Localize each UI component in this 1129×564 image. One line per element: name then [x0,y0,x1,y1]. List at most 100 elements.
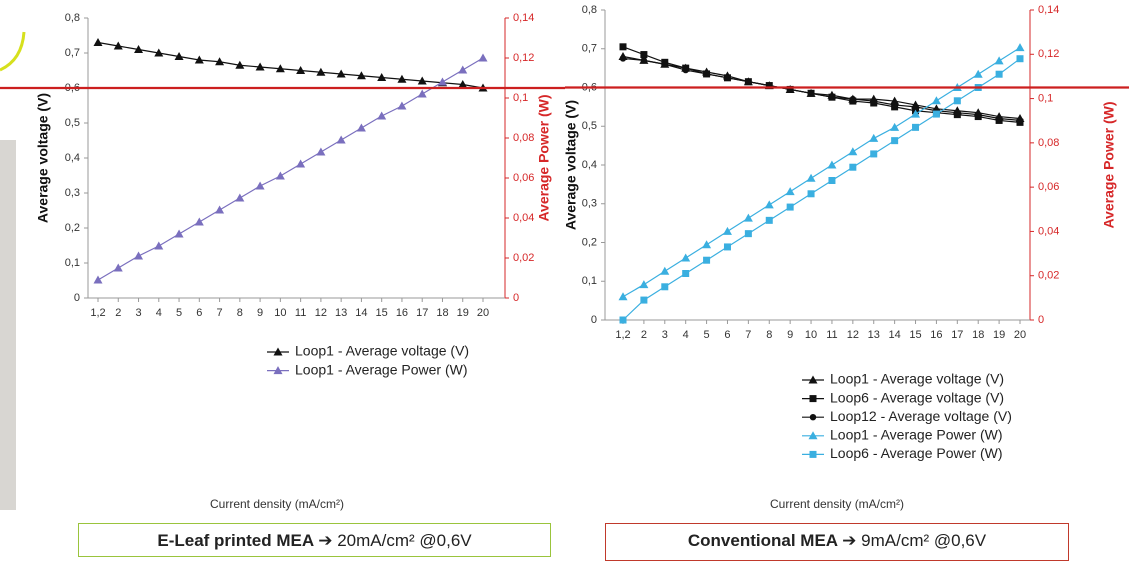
y-tick-label: 0,8 [65,12,80,24]
x-tick-label: 2 [115,307,121,319]
x-tick-label: 13 [868,329,880,341]
x-tick-label: 11 [826,329,837,341]
y2-tick-label: 0,1 [1038,92,1053,104]
y2-tick-label: 0,1 [513,92,528,104]
x-tick-label: 18 [972,329,984,341]
data-point [458,66,467,74]
x-tick-label: 12 [315,307,327,319]
x-tick-label: 15 [376,307,388,319]
legend-label: Loop1 - Average voltage (V) [295,343,469,359]
data-point [765,200,774,208]
x-tick-label: 1,2 [90,307,105,319]
caption-bold: E-Leaf printed MEA ➔ [157,531,332,550]
legend-label: Loop12 - Average voltage (V) [830,408,1012,424]
data-point [114,264,123,272]
y-tick-label: 0,7 [65,47,80,59]
y-tick-label: 0,1 [582,275,597,287]
x-tick-label: 4 [683,329,689,341]
y-tick-label: 0,4 [582,159,597,171]
x-tick-label: 18 [436,307,448,319]
data-point [786,187,795,195]
data-point [975,111,981,117]
data-point [397,102,406,110]
legend-marker [810,395,817,402]
data-point [175,230,184,238]
y-tick-label: 0,2 [65,222,80,234]
data-point [316,148,325,156]
y-tick-label: 0,2 [582,236,597,248]
data-point [807,174,816,182]
data-point [870,150,877,157]
data-point [1016,43,1025,51]
data-point [640,297,647,304]
y2-tick-label: 0,04 [1038,225,1059,237]
y2-tick-label: 0,02 [1038,270,1059,282]
data-point [871,98,877,104]
data-point [723,227,732,235]
data-point [682,270,689,277]
y2-tick-label: 0,14 [513,12,534,24]
y2-tick-label: 0,12 [513,52,534,64]
caption-box: E-Leaf printed MEA ➔ 20mA/cm² @0,6V [78,523,551,557]
caption-bold: Conventional MEA ➔ [688,531,857,550]
data-point [724,243,731,250]
x-tick-label: 4 [156,307,162,319]
y2-tick-label: 0,12 [1038,48,1059,60]
data-point [702,240,711,248]
data-point [1017,55,1024,62]
data-point [745,230,752,237]
y-axis-title: Average voltage (V) [563,100,579,230]
data-point [377,112,386,120]
data-point [276,172,285,180]
series-line [98,58,483,280]
data-point [890,123,899,131]
data-point [808,90,814,96]
data-point [256,182,265,190]
data-point [620,317,627,324]
data-point [954,109,960,115]
y2-tick-label: 0 [513,292,519,304]
x-tick-label: 19 [457,307,469,319]
y2-axis-title: Average Power (W) [1101,101,1117,228]
data-point [195,218,204,226]
x-tick-label: 6 [196,307,202,319]
data-point [620,43,627,50]
series-line [98,43,483,89]
data-point [296,160,305,168]
x-tick-label: 16 [930,329,942,341]
legend-label: Loop6 - Average Power (W) [830,445,1003,461]
data-point [640,51,647,58]
photo-edge [0,140,16,510]
data-point [933,111,940,118]
data-point [912,124,919,131]
data-point [744,214,753,222]
data-point [996,115,1002,121]
data-point [829,94,835,100]
data-point [745,78,751,84]
data-point [662,61,668,67]
legend-marker [810,451,817,458]
data-point [619,292,628,300]
data-point [357,124,366,132]
y-tick-label: 0 [74,292,80,304]
data-point [154,242,163,250]
x-tick-label: 8 [766,329,772,341]
x-tick-label: 6 [724,329,730,341]
y2-tick-label: 0,14 [1038,4,1059,16]
y-tick-label: 0,4 [65,152,80,164]
data-point [134,252,143,260]
data-point [954,97,961,104]
x-tick-label: 14 [889,329,901,341]
x-tick-label: 20 [1014,329,1026,341]
data-point [639,280,648,288]
data-point [661,283,668,290]
data-point [787,204,794,211]
data-point [891,137,898,144]
data-point [660,267,669,275]
x-tick-label: 17 [951,329,963,341]
y2-tick-label: 0,02 [513,252,534,264]
data-point [681,254,690,262]
x-tick-label: 1,2 [615,329,630,341]
y2-tick-label: 0,04 [513,212,534,224]
data-point [766,217,773,224]
